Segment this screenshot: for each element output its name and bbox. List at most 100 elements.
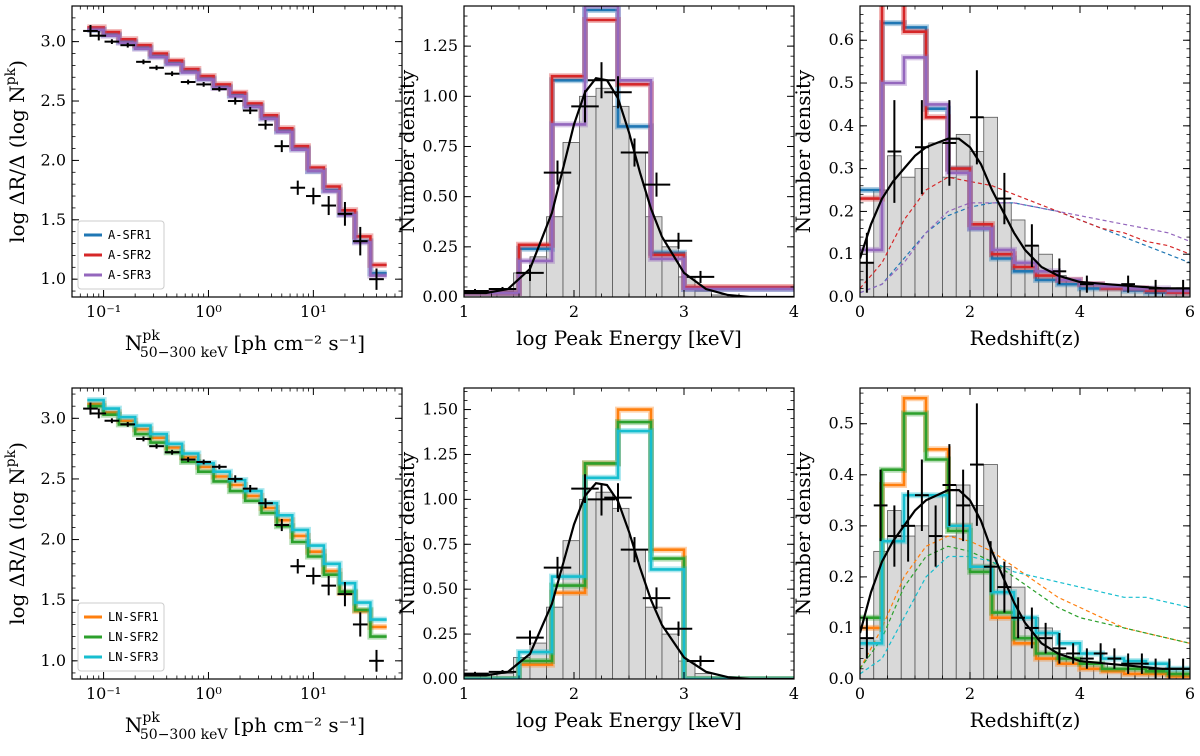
histogram-bar	[928, 142, 943, 297]
dashed-line-ln-sfr1	[860, 535, 1190, 670]
observed-point	[180, 79, 196, 85]
observed-point	[164, 71, 180, 77]
observed-point	[1080, 648, 1094, 669]
observed-point	[543, 160, 572, 185]
axes-frame	[71, 5, 403, 298]
observed-point	[180, 457, 196, 462]
y-tick-label: 0.6	[829, 30, 854, 49]
x-tick-label: 6	[1185, 302, 1195, 321]
observed-point	[290, 180, 306, 195]
y-axis-label: Number density	[791, 69, 815, 233]
observed-point	[1148, 658, 1163, 679]
observed-point	[1080, 275, 1094, 293]
panel-top-right: 0.0 0.1 0.2 0.3 0.4 0.5 0.6 0 2 4 6 Redshift(z) Numb…	[791, 5, 1195, 350]
observed-point	[983, 541, 998, 593]
observed-point	[664, 232, 693, 249]
y-tick-label: 2.0	[41, 150, 66, 169]
fit-curve	[464, 482, 794, 679]
observed-point	[928, 505, 943, 567]
x-axis-label: log Peak Energy [keV]	[516, 326, 742, 350]
y-axis-label: Number density	[395, 451, 419, 615]
legend-box	[77, 220, 165, 290]
observed-point	[1121, 275, 1135, 293]
x-axis-label-main: N	[125, 331, 143, 355]
observed-point	[587, 483, 616, 516]
observed-point	[587, 62, 616, 99]
observed-point	[970, 403, 984, 526]
histogram-bar	[562, 540, 580, 679]
observed-point	[212, 86, 227, 92]
observed-point	[1052, 258, 1067, 285]
observed-point	[91, 408, 107, 419]
x-axis-label: Npk 50−300 keV [ph cm⁻² s⁻¹]	[125, 710, 365, 743]
observed-point	[620, 537, 649, 563]
x-tick-label: 2	[569, 302, 579, 321]
x-tick-label: 4	[789, 684, 799, 703]
step-line-a-sfr2	[87, 26, 387, 267]
observed-point	[274, 140, 290, 153]
y-axis-label-close: )	[5, 60, 29, 68]
x-tick-label: 3	[679, 302, 689, 321]
observed-point	[516, 630, 544, 645]
fit-curve	[860, 137, 1190, 290]
histogram-bar	[942, 176, 957, 297]
observed-point	[337, 201, 353, 226]
y-tick-label: 0.3	[829, 516, 854, 535]
observed-point	[901, 490, 915, 562]
histogram-bar	[595, 491, 613, 679]
x-axis-label-sup: pk	[142, 710, 160, 726]
observed-point	[1162, 658, 1177, 679]
histogram-bar	[628, 549, 646, 679]
step-line-a-sfr1	[464, 8, 794, 295]
x-tick-label: 0	[855, 684, 865, 703]
step-line-a-sfr3	[87, 28, 387, 277]
observed-point	[136, 436, 151, 442]
observed-point	[212, 464, 227, 470]
histogram-bar	[914, 525, 930, 679]
y-tick-label: 2.5	[41, 91, 66, 110]
y-tick-label: 0.4	[829, 116, 854, 135]
dashed-line-a-sfr1	[860, 202, 1190, 294]
x-axis-label-sub: 50−300 keV	[140, 345, 228, 361]
x-tick-label: 3	[679, 684, 689, 703]
observed-point	[83, 25, 98, 37]
y-axis-label: Number density	[395, 69, 419, 233]
x-axis-label-main: N	[125, 713, 143, 737]
step-line-ln-sfr3	[87, 398, 387, 621]
observed-point	[516, 264, 544, 281]
observed-point	[258, 120, 273, 130]
y-tick-label: 0.3	[829, 159, 854, 178]
histogram-bar	[942, 535, 957, 679]
observed-point	[120, 421, 136, 427]
x-tick-label: 10⁻¹	[86, 302, 121, 321]
observed-point	[1038, 622, 1053, 654]
y-tick-label: 1.5	[41, 590, 66, 609]
observed-point	[1025, 607, 1039, 649]
observed-point	[887, 505, 902, 567]
y-tick-label: 0.25	[422, 237, 458, 256]
observed-point	[956, 469, 970, 542]
legend: A-SFR1 A-SFR2 A-SFR3	[77, 220, 165, 290]
observed-point	[196, 459, 212, 465]
observed-point	[227, 475, 243, 483]
x-axis-label-unit: [ph cm⁻² s⁻¹]	[233, 713, 365, 737]
observed-point	[543, 556, 572, 579]
legend-label: A-SFR1	[108, 228, 151, 242]
legend: LN-SFR1 LN-SFR2 LN-SFR3	[77, 602, 165, 672]
step-line-a-sfr3	[464, 6, 794, 295]
y-tick-label: 0.0	[829, 669, 854, 688]
legend-label: A-SFR2	[108, 248, 151, 262]
y-tick-label: 1.00	[422, 86, 458, 105]
x-tick-label: 10¹	[300, 684, 327, 703]
observed-point	[91, 30, 107, 41]
x-axis-label-sub: 50−300 keV	[140, 727, 228, 743]
y-tick-label: 0.25	[422, 624, 458, 643]
x-tick-label: 1	[459, 302, 469, 321]
legend-label: LN-SFR1	[108, 610, 159, 624]
observed-point	[1025, 224, 1039, 268]
observed-point	[571, 90, 599, 123]
observed-point	[136, 59, 151, 65]
x-tick-label: 2	[965, 684, 975, 703]
observed-point	[915, 459, 929, 531]
